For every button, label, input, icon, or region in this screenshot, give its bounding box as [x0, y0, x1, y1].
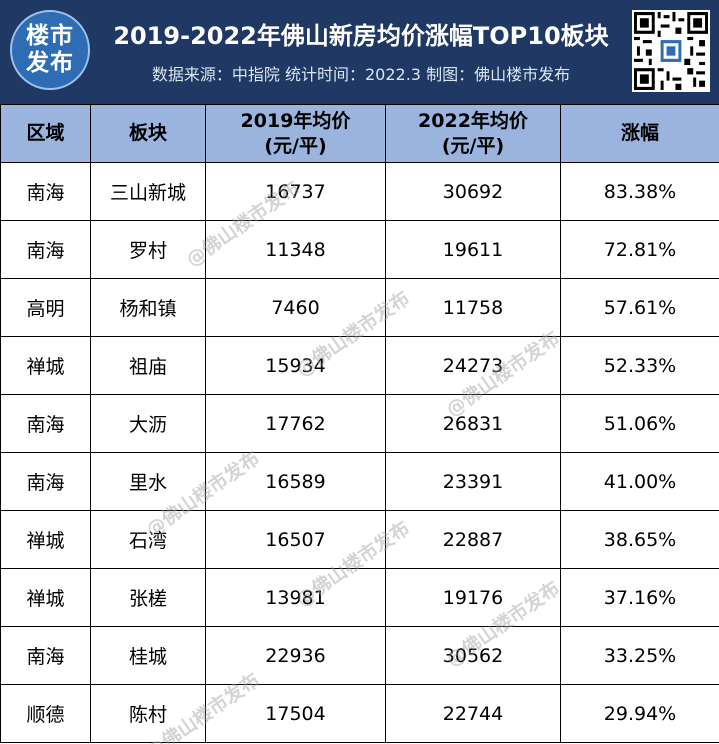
cell-block: 祖庙	[90, 336, 206, 395]
table-row: 南海 桂城 22936 30562 33.25%	[0, 626, 719, 685]
cell-price-2022: 30562	[385, 626, 561, 685]
cell-district: 禅城	[0, 336, 91, 395]
cell-price-2019: 16589	[205, 452, 386, 511]
cell-price-2019: 22936	[205, 626, 386, 685]
cell-price-2019: 13981	[205, 568, 386, 627]
logo-text-line1: 楼市	[26, 23, 74, 49]
page-subtitle: 数据来源：中指院 统计时间：2022.3 制图：佛山楼市发布	[151, 65, 571, 84]
cell-block: 石湾	[90, 510, 206, 569]
cell-district: 禅城	[0, 510, 91, 569]
table-row: 南海 罗村 11348 19611 72.81%	[0, 220, 719, 279]
table-row: 顺德 陈村 17504 22744 29.94%	[0, 684, 719, 743]
cell-price-2022: 19611	[385, 220, 561, 279]
cell-price-2022: 24273	[385, 336, 561, 395]
cell-block: 桂城	[90, 626, 206, 685]
cell-price-2019: 17762	[205, 394, 386, 453]
cell-price-2022: 22744	[385, 684, 561, 743]
table-row: 高明 杨和镇 7460 11758 57.61%	[0, 278, 719, 337]
cell-price-2019: 16507	[205, 510, 386, 569]
cell-district: 南海	[0, 452, 91, 511]
column-header-block: 板块	[90, 104, 206, 163]
column-header-price-2019-line1: 2019年均价	[240, 109, 351, 132]
cell-growth: 52.33%	[560, 336, 719, 395]
column-header-price-2022-line2: (元/平)	[441, 134, 505, 157]
cell-district: 南海	[0, 162, 91, 221]
price-growth-table: 区域 板块 2019年均价 (元/平) 2022年均价 (元/平) 涨幅 南海 …	[0, 104, 719, 743]
column-header-price-2022: 2022年均价 (元/平)	[385, 104, 561, 163]
cell-growth: 38.65%	[560, 510, 719, 569]
cell-growth: 72.81%	[560, 220, 719, 279]
cell-price-2019: 11348	[205, 220, 386, 279]
logo-text-line2: 发布	[26, 50, 74, 76]
cell-district: 南海	[0, 626, 91, 685]
table-row: 禅城 张槎 13981 19176 37.16%	[0, 568, 719, 627]
column-header-price-2019-line2: (元/平)	[264, 134, 327, 157]
cell-district: 南海	[0, 220, 91, 279]
cell-block: 三山新城	[90, 162, 206, 221]
cell-growth: 37.16%	[560, 568, 719, 627]
cell-price-2022: 11758	[385, 278, 561, 337]
cell-growth: 57.61%	[560, 278, 719, 337]
cell-block: 张槎	[90, 568, 206, 627]
cell-block: 大沥	[90, 394, 206, 453]
column-header-price-2022-line1: 2022年均价	[418, 109, 528, 132]
cell-growth: 29.94%	[560, 684, 719, 743]
cell-price-2022: 19176	[385, 568, 561, 627]
cell-district: 禅城	[0, 568, 91, 627]
table-row: 南海 大沥 17762 26831 51.06%	[0, 394, 719, 453]
column-header-district: 区域	[0, 104, 91, 163]
cell-block: 陈村	[90, 684, 206, 743]
table-row: 南海 里水 16589 23391 41.00%	[0, 452, 719, 511]
brand-logo: 楼市 发布	[10, 10, 90, 90]
column-header-growth: 涨幅	[560, 104, 719, 163]
cell-price-2022: 23391	[385, 452, 561, 511]
table-row: 禅城 祖庙 15934 24273 52.33%	[0, 336, 719, 395]
cell-price-2022: 26831	[385, 394, 561, 453]
table-header-row: 区域 板块 2019年均价 (元/平) 2022年均价 (元/平) 涨幅	[0, 104, 719, 163]
table-row: 禅城 石湾 16507 22887 38.65%	[0, 510, 719, 569]
cell-price-2022: 22887	[385, 510, 561, 569]
header-banner: 楼市 发布 2019-2022年佛山新房均价涨幅TOP10板块 数据来源：中指院…	[0, 0, 719, 104]
cell-block: 罗村	[90, 220, 206, 279]
cell-price-2019: 7460	[205, 278, 386, 337]
cell-price-2019: 16737	[205, 162, 386, 221]
table-row: 南海 三山新城 16737 30692 83.38%	[0, 162, 719, 221]
cell-district: 高明	[0, 278, 91, 337]
column-header-price-2019: 2019年均价 (元/平)	[205, 104, 386, 163]
cell-growth: 41.00%	[560, 452, 719, 511]
qr-code-icon	[632, 10, 710, 92]
page-title: 2019-2022年佛山新房均价涨幅TOP10板块	[113, 22, 609, 50]
cell-block: 里水	[90, 452, 206, 511]
cell-growth: 83.38%	[560, 162, 719, 221]
cell-price-2019: 17504	[205, 684, 386, 743]
cell-price-2019: 15934	[205, 336, 386, 395]
cell-block: 杨和镇	[90, 278, 206, 337]
cell-price-2022: 30692	[385, 162, 561, 221]
cell-growth: 33.25%	[560, 626, 719, 685]
cell-district: 南海	[0, 394, 91, 453]
cell-district: 顺德	[0, 684, 91, 743]
cell-growth: 51.06%	[560, 394, 719, 453]
